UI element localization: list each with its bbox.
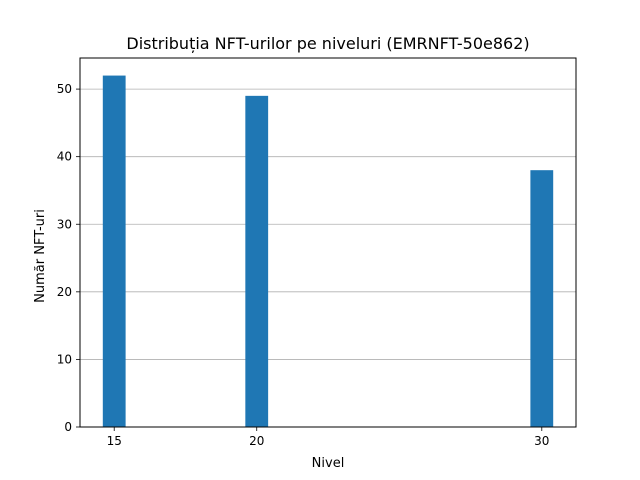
y-tick-label: 40: [57, 150, 72, 164]
x-axis-label: Nivel: [312, 456, 345, 471]
y-tick-label: 10: [57, 352, 72, 366]
y-axis-label: Număr NFT-uri: [33, 209, 48, 303]
x-tick-label: 20: [249, 434, 264, 448]
chart-title: Distribuția NFT-urilor pe niveluri (EMRN…: [126, 34, 529, 53]
bar-nivel-20: [245, 95, 269, 427]
y-tick-label: 30: [57, 217, 72, 231]
x-tick-label: 30: [534, 434, 549, 448]
y-tick-label: 0: [64, 420, 72, 434]
bar-nivel-15: [102, 75, 126, 428]
x-tick-label: 15: [107, 434, 122, 448]
y-tick-label: 50: [57, 82, 72, 96]
bar-nivel-30: [530, 170, 554, 427]
plot-frame: [79, 57, 577, 428]
y-tick-label: 20: [57, 285, 72, 299]
